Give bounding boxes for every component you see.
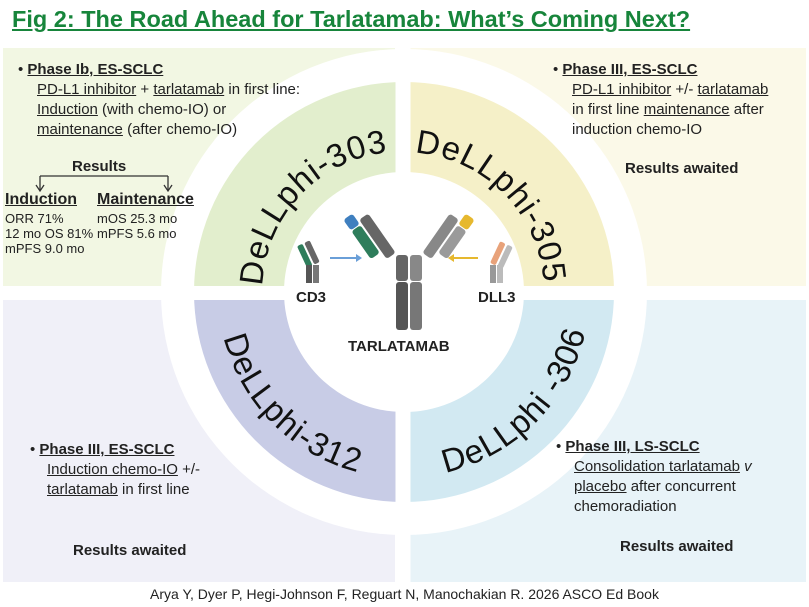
center-label: CD3 — [296, 289, 327, 306]
description-line: tarlatamab in first line — [47, 480, 190, 500]
bullet-item: • Phase III, ES-SCLC — [30, 441, 175, 458]
segment: in first line: — [224, 81, 301, 98]
segment: after — [729, 101, 764, 118]
segment: Induction chemo-IO — [47, 461, 178, 478]
segment: induction chemo-IO — [572, 121, 703, 138]
segment: +/- — [671, 81, 698, 98]
segment: placebo — [574, 478, 627, 495]
description-line: chemoradiation — [574, 497, 677, 517]
segment: in first line — [117, 481, 190, 498]
description-line: placebo after concurrent — [574, 477, 736, 497]
results-heading: Results — [72, 158, 127, 175]
description-line: Induction chemo-IO +/- — [47, 460, 200, 480]
status: Results awaited — [620, 538, 734, 555]
segment: tarlatamab — [697, 81, 769, 98]
segment: v — [744, 458, 752, 475]
segment: chemoradiation — [574, 498, 677, 515]
antibody-art — [297, 214, 513, 330]
phase: Phase Ib, ES-SCLC — [27, 61, 164, 78]
description-line: maintenance (after chemo-IO) — [37, 120, 237, 140]
segment: Consolidation tarlatamab — [574, 458, 740, 475]
description-line: PD-L1 inhibitor + tarlatamab in first li… — [37, 80, 300, 100]
result-item: ORR 71% — [5, 211, 64, 226]
segment: after concurrent — [626, 478, 736, 495]
segment: Induction — [37, 101, 98, 118]
phase: Phase III, ES-SCLC — [562, 61, 698, 78]
result-item: 12 mo OS 81% — [5, 226, 94, 241]
bullet-item: • Phase III, ES-SCLC — [553, 61, 698, 78]
phase: Phase III, LS-SCLC — [565, 438, 700, 455]
results-bracket — [35, 175, 173, 193]
status: Results awaited — [73, 542, 187, 559]
description-line: induction chemo-IO — [572, 120, 702, 140]
description-line: PD-L1 inhibitor +/- tarlatamab — [572, 80, 768, 100]
segment: tarlatamab — [153, 81, 225, 98]
bullet-item: • Phase III, LS-SCLC — [556, 438, 700, 455]
drug-name: TARLATAMAB — [348, 338, 450, 355]
result-item: mOS 25.3 mo — [97, 211, 178, 226]
result-item: mPFS 5.6 mo — [97, 226, 177, 241]
phase: Phase III, ES-SCLC — [39, 441, 175, 458]
center-label: DLL3 — [478, 289, 516, 306]
description-line: Induction (with chemo-IO) or — [37, 100, 226, 120]
segment: + — [136, 81, 154, 98]
segment: tarlatamab — [47, 481, 118, 498]
segment: (after chemo-IO) — [122, 121, 238, 138]
result-item: mPFS 9.0 mo — [5, 241, 85, 256]
segment: +/- — [177, 461, 200, 478]
description-line: in first line maintenance after — [572, 100, 764, 120]
citation: Arya Y, Dyer P, Hegi-Johnson F, Reguart … — [150, 586, 659, 602]
title: Fig 2: The Road Ahead for Tarlatamab: Wh… — [12, 6, 691, 32]
segment: in first line — [572, 101, 644, 118]
description-line: Consolidation tarlatamab v — [574, 457, 752, 477]
column-heading: Maintenance — [97, 191, 194, 208]
bullet-item: • Phase Ib, ES-SCLC — [18, 61, 164, 78]
column-heading: Induction — [5, 191, 77, 208]
segment: PD-L1 inhibitor — [37, 81, 137, 98]
segment: maintenance — [643, 101, 730, 118]
segment: (with chemo-IO) or — [97, 101, 227, 118]
segment: PD-L1 inhibitor — [572, 81, 672, 98]
status: Results awaited — [625, 160, 739, 177]
segment: maintenance — [37, 121, 123, 138]
